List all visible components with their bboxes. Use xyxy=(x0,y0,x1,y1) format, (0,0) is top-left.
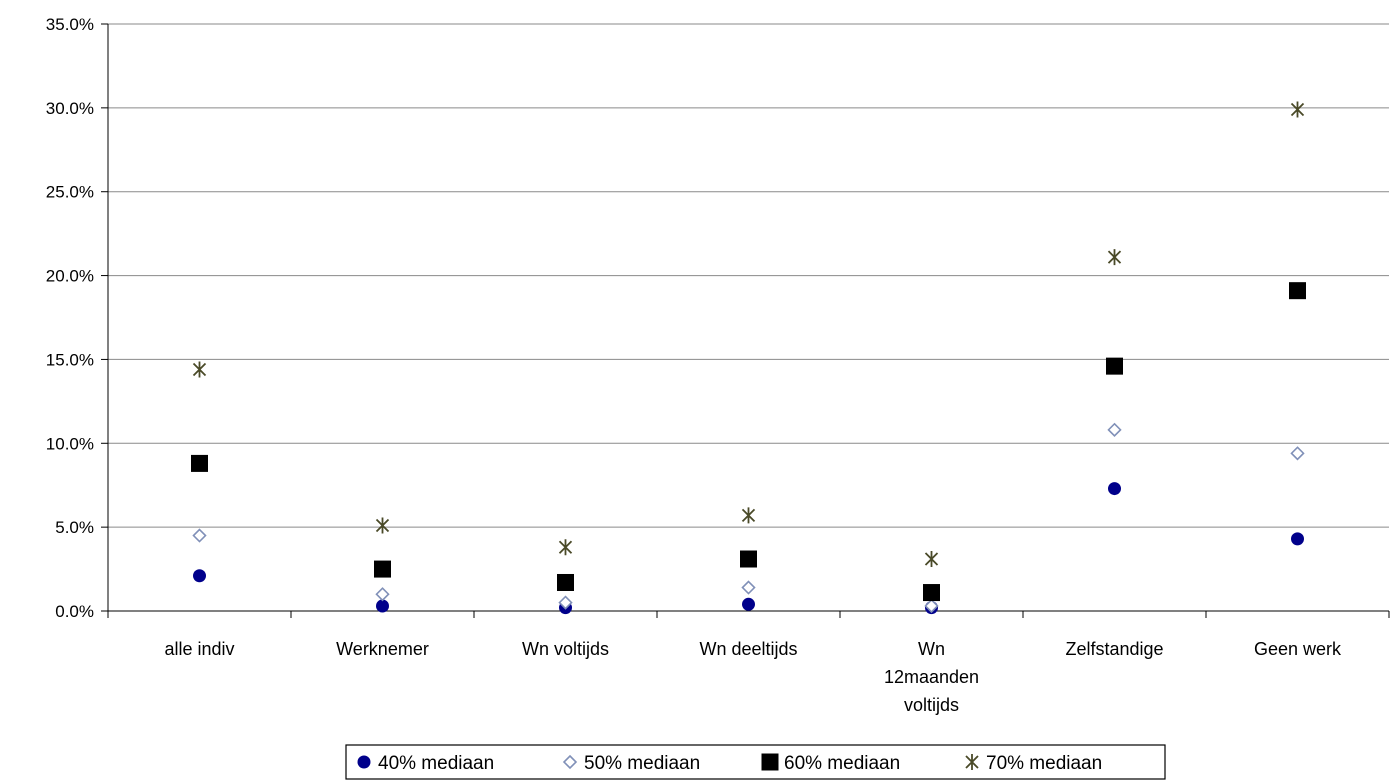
legend-label: 50% mediaan xyxy=(584,753,700,774)
y-tick-label: 20.0% xyxy=(46,267,94,286)
data-point-diamond xyxy=(192,528,207,543)
x-tick-label: alle indiv xyxy=(164,639,234,659)
gridlines xyxy=(108,23,1389,528)
data-point-asterisk xyxy=(375,517,390,534)
y-tick-label: 30.0% xyxy=(46,99,94,118)
x-axis-ticks: alle indiv Werknemer Wn voltijds Wn deeltij… xyxy=(164,639,1342,715)
data-point-asterisk xyxy=(924,551,939,568)
data-point-asterisk xyxy=(192,361,207,378)
x-tick-label: Wn xyxy=(918,639,945,659)
data-point-circle xyxy=(742,597,755,611)
x-tick-label: voltijds xyxy=(904,695,959,715)
legend-marker-asterisk xyxy=(965,754,979,770)
data-point-asterisk xyxy=(1290,101,1305,118)
data-point-diamond xyxy=(558,595,573,610)
y-tick-label: 35.0% xyxy=(46,15,94,34)
x-tick-label: Wn voltijds xyxy=(522,639,609,659)
data-point-square xyxy=(740,550,757,568)
legend-label: 70% mediaan xyxy=(986,753,1102,774)
data-points xyxy=(191,101,1306,615)
legend-label: 40% mediaan xyxy=(378,753,494,774)
legend-label: 60% mediaan xyxy=(784,753,900,774)
x-tick-label: Geen werk xyxy=(1254,639,1342,659)
axes xyxy=(101,23,1390,618)
x-tick-label: Werknemer xyxy=(336,639,429,659)
y-tick-label: 25.0% xyxy=(46,183,94,202)
data-point-circle xyxy=(193,569,206,583)
data-point-square xyxy=(1289,282,1306,300)
y-axis-ticks: 0.0% 5.0% 10.0% 15.0% 20.0% 25.0% 30.0% 35.0% xyxy=(46,15,94,621)
data-point-asterisk xyxy=(558,539,573,556)
y-tick-label: 0.0% xyxy=(55,602,94,621)
data-point-square xyxy=(1106,357,1123,375)
data-point-diamond xyxy=(924,598,939,614)
y-tick-label: 15.0% xyxy=(46,350,94,369)
data-point-square xyxy=(557,573,574,591)
data-point-asterisk xyxy=(1107,249,1122,266)
x-tick-label: Zelfstandige xyxy=(1065,639,1163,659)
legend-marker-diamond xyxy=(562,754,578,770)
y-tick-label: 5.0% xyxy=(55,518,94,537)
data-point-square xyxy=(374,560,391,578)
data-point-square xyxy=(191,454,208,472)
data-point-square xyxy=(923,584,940,602)
data-point-circle xyxy=(1291,532,1304,546)
data-point-diamond xyxy=(375,587,390,602)
legend-box xyxy=(345,744,1166,780)
data-point-diamond xyxy=(741,580,756,595)
data-point-asterisk xyxy=(741,507,756,524)
x-tick-label: Wn deeltijds xyxy=(699,639,797,659)
legend: 40% mediaan 50% mediaan 60% mediaan 70% med… xyxy=(345,744,1166,780)
data-point-diamond xyxy=(1107,422,1122,437)
legend-marker-circle xyxy=(357,755,371,769)
y-tick-label: 10.0% xyxy=(46,434,94,453)
data-point-diamond xyxy=(1290,446,1305,461)
data-point-circle xyxy=(376,599,389,613)
legend-marker-square xyxy=(761,753,779,771)
x-tick-label: 12maanden xyxy=(884,667,979,687)
data-point-circle xyxy=(1108,482,1121,496)
